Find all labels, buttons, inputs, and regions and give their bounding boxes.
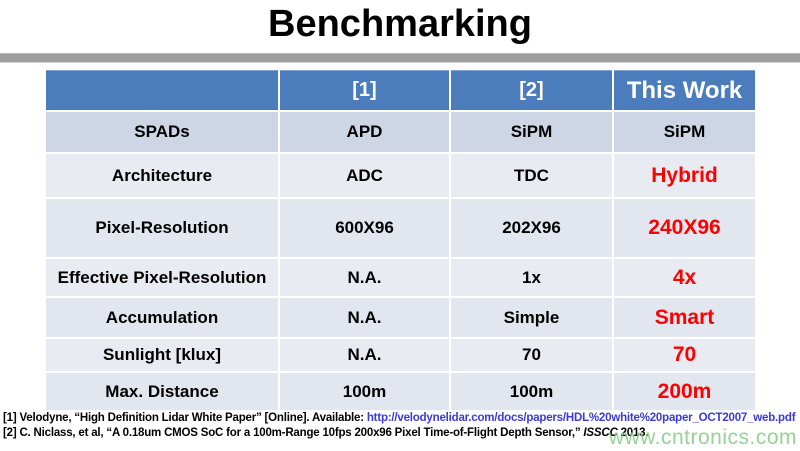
footnote-ref2-conference: ISSCC	[583, 426, 618, 439]
row-label: Sunlight [klux]	[46, 339, 278, 371]
header-cell-empty	[46, 70, 278, 110]
footnote-ref2-year: 2013.	[617, 426, 649, 439]
cell-value: N.A.	[280, 298, 449, 337]
table-row-architecture: Architecture ADC TDC Hybrid	[46, 154, 755, 197]
row-label: Architecture	[46, 154, 278, 197]
header-cell-ref2: [2]	[451, 70, 612, 110]
cell-value: 100m	[451, 373, 612, 410]
row-label: Effective Pixel-Resolution	[46, 259, 278, 296]
page-title: Benchmarking	[268, 3, 532, 45]
table-row-pixel-resolution: Pixel-Resolution 600X96 202X96 240X96	[46, 199, 755, 257]
cell-value-this-work: 70	[614, 339, 755, 371]
cell-value: 600X96	[280, 199, 449, 257]
cell-value: 202X96	[451, 199, 612, 257]
benchmark-table: [1] [2] This Work SPADs APD SiPM SiPM Ar…	[44, 68, 757, 412]
table-header-row: [1] [2] This Work	[46, 70, 755, 110]
cell-value-this-work: SiPM	[614, 112, 755, 152]
cell-value: 70	[451, 339, 612, 371]
cell-value: 1x	[451, 259, 612, 296]
cell-value-this-work: 4x	[614, 259, 755, 296]
cell-value: 100m	[280, 373, 449, 410]
cell-value-this-work: Hybrid	[614, 154, 755, 197]
cell-value: N.A.	[280, 339, 449, 371]
title-divider-bar	[0, 53, 800, 63]
row-label: Accumulation	[46, 298, 278, 337]
footnote-ref1-link[interactable]: http://velodynelidar.com/docs/papers/HDL…	[366, 412, 796, 424]
cell-value: Simple	[451, 298, 612, 337]
row-label: Pixel-Resolution	[46, 199, 278, 257]
footnote-ref1-text: [1] Velodyne, “High Definition Lidar Whi…	[3, 412, 367, 424]
table-row-spads: SPADs APD SiPM SiPM	[46, 112, 755, 152]
cell-value-this-work: 240X96	[614, 199, 755, 257]
cell-value: N.A.	[280, 259, 449, 296]
table-row-accumulation: Accumulation N.A. Simple Smart	[46, 298, 755, 337]
cell-value: APD	[280, 112, 449, 152]
table-row-max-distance: Max. Distance 100m 100m 200m	[46, 373, 755, 410]
cell-value-this-work: Smart	[614, 298, 755, 337]
cell-value: SiPM	[451, 112, 612, 152]
row-label: SPADs	[46, 112, 278, 152]
row-label: Max. Distance	[46, 373, 278, 410]
footnote-ref2: [2] C. Niclass, et al, “A 0.18um CMOS So…	[3, 426, 800, 441]
footnote-ref2-text: [2] C. Niclass, et al, “A 0.18um CMOS So…	[3, 426, 584, 439]
cell-value: TDC	[451, 154, 612, 197]
footnotes: [1] Velodyne, “High Definition Lidar Whi…	[3, 411, 800, 440]
cell-value: ADC	[280, 154, 449, 197]
cell-value-this-work: 200m	[614, 373, 755, 410]
table-row-effective-pixel-resolution: Effective Pixel-Resolution N.A. 1x 4x	[46, 259, 755, 296]
table-row-sunlight: Sunlight [klux] N.A. 70 70	[46, 339, 755, 371]
footnote-ref1: [1] Velodyne, “High Definition Lidar Whi…	[3, 411, 800, 426]
header-cell-this-work: This Work	[614, 70, 755, 110]
header-cell-ref1: [1]	[280, 70, 449, 110]
